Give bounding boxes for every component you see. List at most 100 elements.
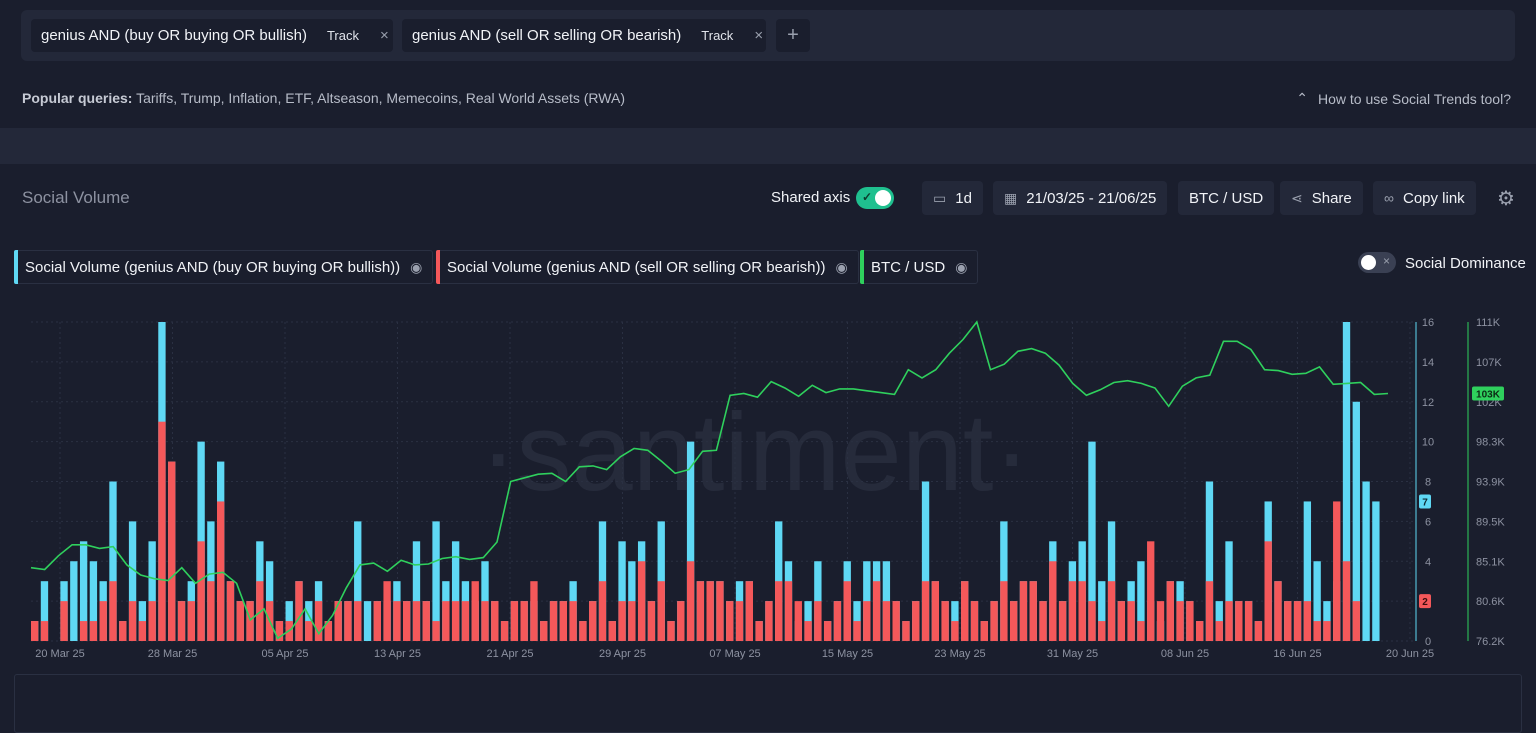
y-tick-label: 12 (1422, 397, 1434, 409)
bar-sell (383, 581, 391, 641)
bar-sell (217, 501, 225, 641)
bar-sell (833, 601, 842, 641)
shared-axis-toggle[interactable]: ✓ (856, 187, 894, 209)
bar-sell (393, 601, 401, 641)
bar-sell (686, 561, 695, 641)
bar-sell (1107, 581, 1116, 641)
bar-sell (119, 621, 127, 641)
x-tick-label: 31 May 25 (1047, 648, 1098, 660)
bar-buy (79, 541, 88, 641)
bar-sell (1225, 601, 1233, 641)
track-button[interactable]: Track (701, 28, 734, 43)
legend-item-bearish[interactable]: Social Volume (genius AND (sell OR selli… (436, 250, 859, 284)
bar-sell (1244, 601, 1253, 641)
bar-sell (853, 621, 861, 641)
x-tick-label: 07 May 25 (709, 648, 760, 660)
bar-sell (951, 621, 959, 641)
x-tick-label: 29 Apr 25 (599, 648, 646, 660)
bar-sell (334, 601, 342, 641)
share-button[interactable]: ⋖ Share (1280, 181, 1363, 215)
bar-sell (530, 581, 538, 641)
calendar-icon: ▦ (1004, 189, 1018, 206)
gear-icon[interactable]: ⚙ (1497, 188, 1515, 210)
legend-item-bullish[interactable]: Social Volume (genius AND (buy OR buying… (14, 250, 434, 284)
track-button[interactable]: Track (326, 28, 359, 43)
query-chip-bearish[interactable]: genius AND (sell OR selling OR bearish) … (402, 19, 766, 52)
date-range-button[interactable]: ▦ 21/03/25 - 21/06/25 (993, 181, 1168, 215)
bar-sell (40, 621, 49, 641)
check-icon: ✓ (862, 190, 873, 204)
bar-sell (726, 601, 734, 641)
legend-item-btc[interactable]: BTC / USD ◉ (860, 250, 979, 284)
how-to-link[interactable]: ⌃ How to use Social Trends tool? (1296, 90, 1511, 107)
bar-sell (1000, 581, 1008, 641)
bar-sell (148, 601, 156, 641)
bar-buy (1225, 541, 1233, 641)
eye-icon[interactable]: ◉ (955, 258, 968, 275)
social-volume-chart[interactable]: ·santiment·1614121086420111K107K102K98.3… (0, 300, 1536, 666)
timeline-navigator[interactable] (14, 674, 1522, 733)
x-tick-label: 20 Jun 25 (1386, 648, 1434, 660)
bar-sell (1254, 621, 1263, 641)
share-icon: ⋖ (1291, 189, 1303, 206)
bar-sell (579, 621, 587, 641)
eye-icon[interactable]: ◉ (835, 258, 848, 275)
x-tick-label: 23 May 25 (934, 648, 985, 660)
bar-buy (618, 541, 626, 641)
bar-sell (60, 601, 68, 641)
how-to-label[interactable]: How to use Social Trends tool? (1318, 90, 1511, 107)
interval-button[interactable]: ▭ 1d (922, 181, 983, 215)
x-tick-label: 20 Mar 25 (35, 648, 85, 660)
bar-sell (500, 621, 509, 641)
bar-sell (735, 601, 744, 641)
bar-sell (491, 601, 499, 641)
bar-sell (1147, 541, 1155, 641)
interval-label: 1d (955, 189, 972, 207)
bar-buy (40, 581, 49, 641)
copy-link-button[interactable]: ∞ Copy link (1373, 181, 1476, 215)
legend-label: Social Volume (genius AND (sell OR selli… (447, 258, 826, 276)
bar-sell (1186, 601, 1194, 641)
y2-tick-label: 89.5K (1476, 516, 1505, 528)
bar-sell (1352, 601, 1360, 641)
bar-sell (677, 601, 685, 641)
bar-sell (1205, 581, 1214, 641)
bar-sell (354, 601, 362, 641)
y2-tick-label: 98.3K (1476, 437, 1505, 449)
y-tick-label: 10 (1422, 437, 1434, 449)
bar-sell (843, 581, 851, 641)
bar-sell (941, 601, 949, 641)
pair-button[interactable]: BTC / USD (1178, 181, 1275, 215)
popular-queries-list[interactable]: Tariffs, Trump, Inflation, ETF, Altseaso… (136, 90, 625, 106)
add-query-button[interactable]: + (776, 19, 810, 52)
legend-color (860, 250, 864, 284)
close-icon[interactable]: × (379, 27, 389, 44)
bar-sell (716, 581, 724, 641)
toggle-knob (1361, 255, 1376, 270)
bar-sell (314, 601, 323, 641)
bar-sell (1235, 601, 1243, 641)
query-text[interactable]: genius AND (sell OR selling OR bearish) (412, 27, 682, 44)
query-text[interactable]: genius AND (buy OR buying OR bullish) (41, 27, 307, 44)
bar-sell (403, 601, 411, 641)
bar-sell (128, 601, 137, 641)
y2-tick-label: 107K (1476, 357, 1502, 369)
eye-icon[interactable]: ◉ (410, 258, 423, 275)
bar-sell (89, 621, 98, 641)
share-label: Share (1311, 189, 1352, 207)
bar-sell (569, 601, 577, 641)
social-dominance-toggle[interactable]: × (1358, 252, 1396, 273)
last-value-buy-badge-bg (1419, 494, 1431, 509)
bar-sell (99, 601, 107, 641)
close-icon[interactable]: × (754, 27, 764, 44)
y2-tick-label: 80.6K (1476, 596, 1505, 608)
y2-tick-label: 76.2K (1476, 636, 1505, 648)
bar-sell (804, 621, 812, 641)
last-value-buy-badge: 7 (1422, 497, 1428, 508)
bar-sell (1078, 581, 1086, 641)
bar-sell (1058, 601, 1067, 641)
bar-sell (706, 581, 714, 641)
bar-buy (109, 481, 117, 641)
bar-buy (451, 541, 460, 641)
query-chip-bullish[interactable]: genius AND (buy OR buying OR bullish) Tr… (31, 19, 393, 52)
